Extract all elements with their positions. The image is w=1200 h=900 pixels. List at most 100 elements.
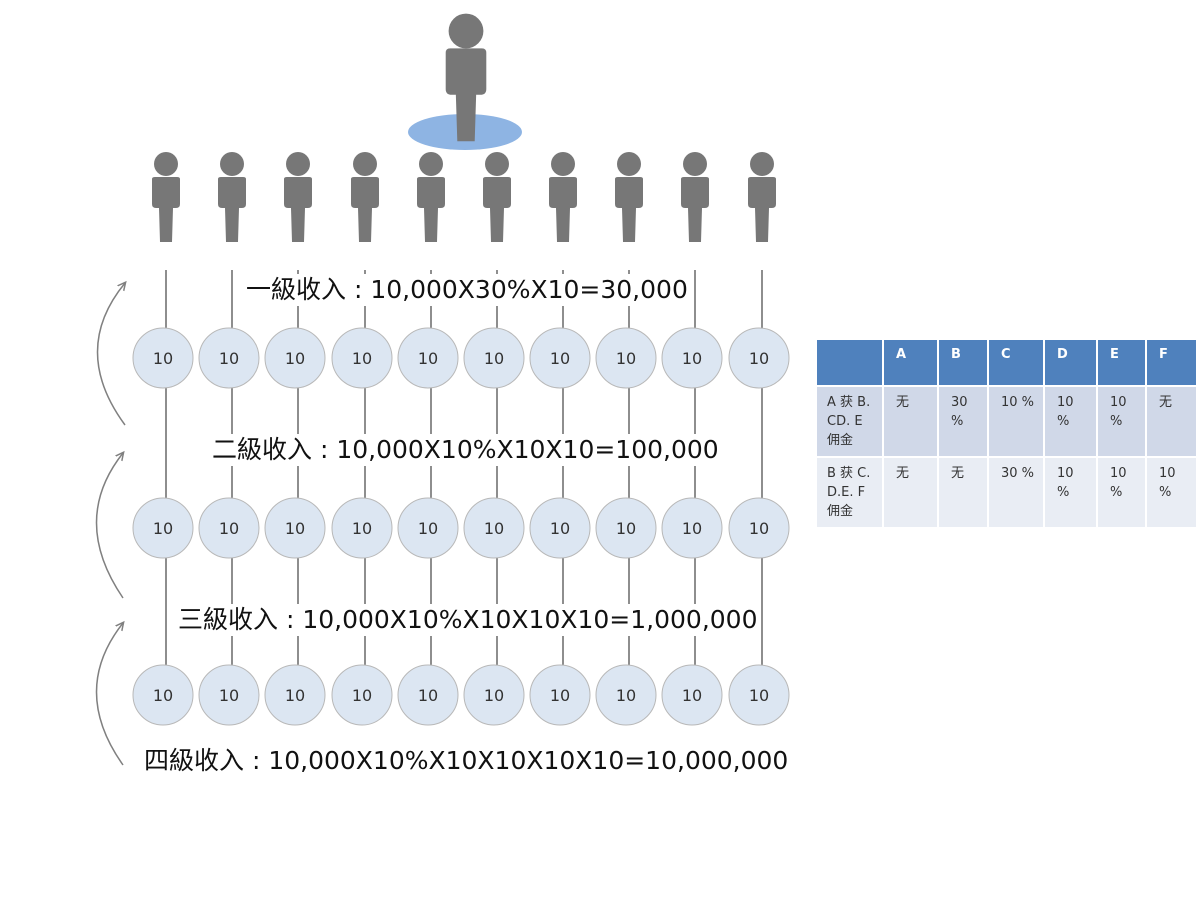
member-node-label: 10 [352, 519, 372, 538]
member-node: 10 [661, 497, 723, 559]
member-node-circle [463, 664, 525, 726]
table-cell: 无 [884, 387, 939, 458]
member-node-label: 10 [484, 686, 504, 705]
level-arrow [96, 283, 126, 426]
header-b: B [939, 340, 989, 387]
table-cell: 无 [884, 458, 939, 529]
member-node-circle [331, 497, 393, 559]
member-node-circle [728, 497, 790, 559]
member-node-label: 10 [484, 519, 504, 538]
member-node-circle [661, 327, 723, 389]
member-node-circle [463, 497, 525, 559]
member-node: 10 [198, 327, 260, 389]
top-person-icon [445, 13, 487, 142]
member-node-circle [529, 497, 591, 559]
member-node: 10 [529, 664, 591, 726]
member-node-label: 10 [616, 686, 636, 705]
member-node: 10 [397, 497, 459, 559]
table-cell: 无 [1147, 387, 1198, 458]
member-node-circle [331, 327, 393, 389]
member-node: 10 [728, 327, 790, 389]
member-node-circle [595, 327, 657, 389]
member-node-label: 10 [219, 686, 239, 705]
table-cell: 30 % [989, 458, 1045, 529]
person-icon [748, 152, 776, 242]
member-node-label: 10 [219, 349, 239, 368]
table-cell: 10 % [989, 387, 1045, 458]
member-node: 10 [661, 664, 723, 726]
person-icon [152, 152, 180, 242]
member-node-label: 10 [153, 349, 173, 368]
member-node-label: 10 [550, 686, 570, 705]
member-node-circle [198, 327, 260, 389]
member-node-label: 10 [616, 349, 636, 368]
member-node-label: 10 [418, 349, 438, 368]
member-node-label: 10 [616, 519, 636, 538]
member-node-label: 10 [550, 519, 570, 538]
person-icon [681, 152, 709, 242]
member-node-circle [661, 664, 723, 726]
member-node-label: 10 [285, 686, 305, 705]
member-node: 10 [595, 497, 657, 559]
member-node-circle [132, 664, 194, 726]
row-label: B 获 C.D.E. F 佣金 [817, 458, 884, 529]
table-cell: 10 % [1098, 387, 1147, 458]
member-node: 10 [132, 327, 194, 389]
member-node-label: 10 [682, 686, 702, 705]
table-cell: 10 % [1147, 458, 1198, 529]
member-node-label: 10 [352, 686, 372, 705]
member-node-label: 10 [153, 686, 173, 705]
member-node-circle [595, 497, 657, 559]
member-node-circle [132, 327, 194, 389]
member-node: 10 [264, 497, 326, 559]
member-node-label: 10 [749, 349, 769, 368]
person-icon [615, 152, 643, 242]
level1-income-label: 一級收入 : 10,000X30%X10=30,000 [244, 274, 690, 306]
member-node: 10 [132, 497, 194, 559]
person-icon [284, 152, 312, 242]
member-node-circle [728, 327, 790, 389]
table-header-row: A B C D E F [817, 340, 1198, 387]
member-node-circle [595, 664, 657, 726]
member-node: 10 [463, 664, 525, 726]
member-node-label: 10 [682, 519, 702, 538]
member-node-label: 10 [285, 349, 305, 368]
member-node-circle [264, 327, 326, 389]
member-node-label: 10 [219, 519, 239, 538]
member-node-label: 10 [682, 349, 702, 368]
member-node-label: 10 [749, 686, 769, 705]
member-node-circle [463, 327, 525, 389]
member-node-circle [397, 664, 459, 726]
header-a: A [884, 340, 939, 387]
person-icon [218, 152, 246, 242]
member-node: 10 [264, 664, 326, 726]
member-node-label: 10 [418, 686, 438, 705]
table-row: A 获 B.CD. E 佣金 无 30 % 10 % 10 % 10 % 无 [817, 387, 1198, 458]
header-e: E [1098, 340, 1147, 387]
member-node: 10 [661, 327, 723, 389]
person-icon [549, 152, 577, 242]
table-cell: 无 [939, 458, 989, 529]
member-node-circle [397, 497, 459, 559]
level-arrow [95, 623, 124, 766]
person-icon [351, 152, 379, 242]
level2-income-label: 二級收入 : 10,000X10%X10X10=100,000 [210, 434, 721, 466]
header-corner [817, 340, 884, 387]
member-node-label: 10 [352, 349, 372, 368]
person-icon [483, 152, 511, 242]
member-node-circle [264, 497, 326, 559]
member-node-circle [331, 664, 393, 726]
member-node-circle [728, 664, 790, 726]
member-node: 10 [264, 327, 326, 389]
member-nodes: 10 10 10 10 10 10 10 10 10 10 10 10 10 10 10 10 10 10 10 10… [132, 327, 790, 726]
header-d: D [1045, 340, 1098, 387]
member-node-circle [529, 664, 591, 726]
member-node: 10 [595, 327, 657, 389]
member-node: 10 [529, 497, 591, 559]
member-node-circle [132, 497, 194, 559]
level3-income-label: 三級收入 : 10,000X10%X10X10X10=1,000,000 [176, 604, 760, 636]
person-icon [417, 152, 445, 242]
member-node-circle [198, 664, 260, 726]
member-node-label: 10 [749, 519, 769, 538]
